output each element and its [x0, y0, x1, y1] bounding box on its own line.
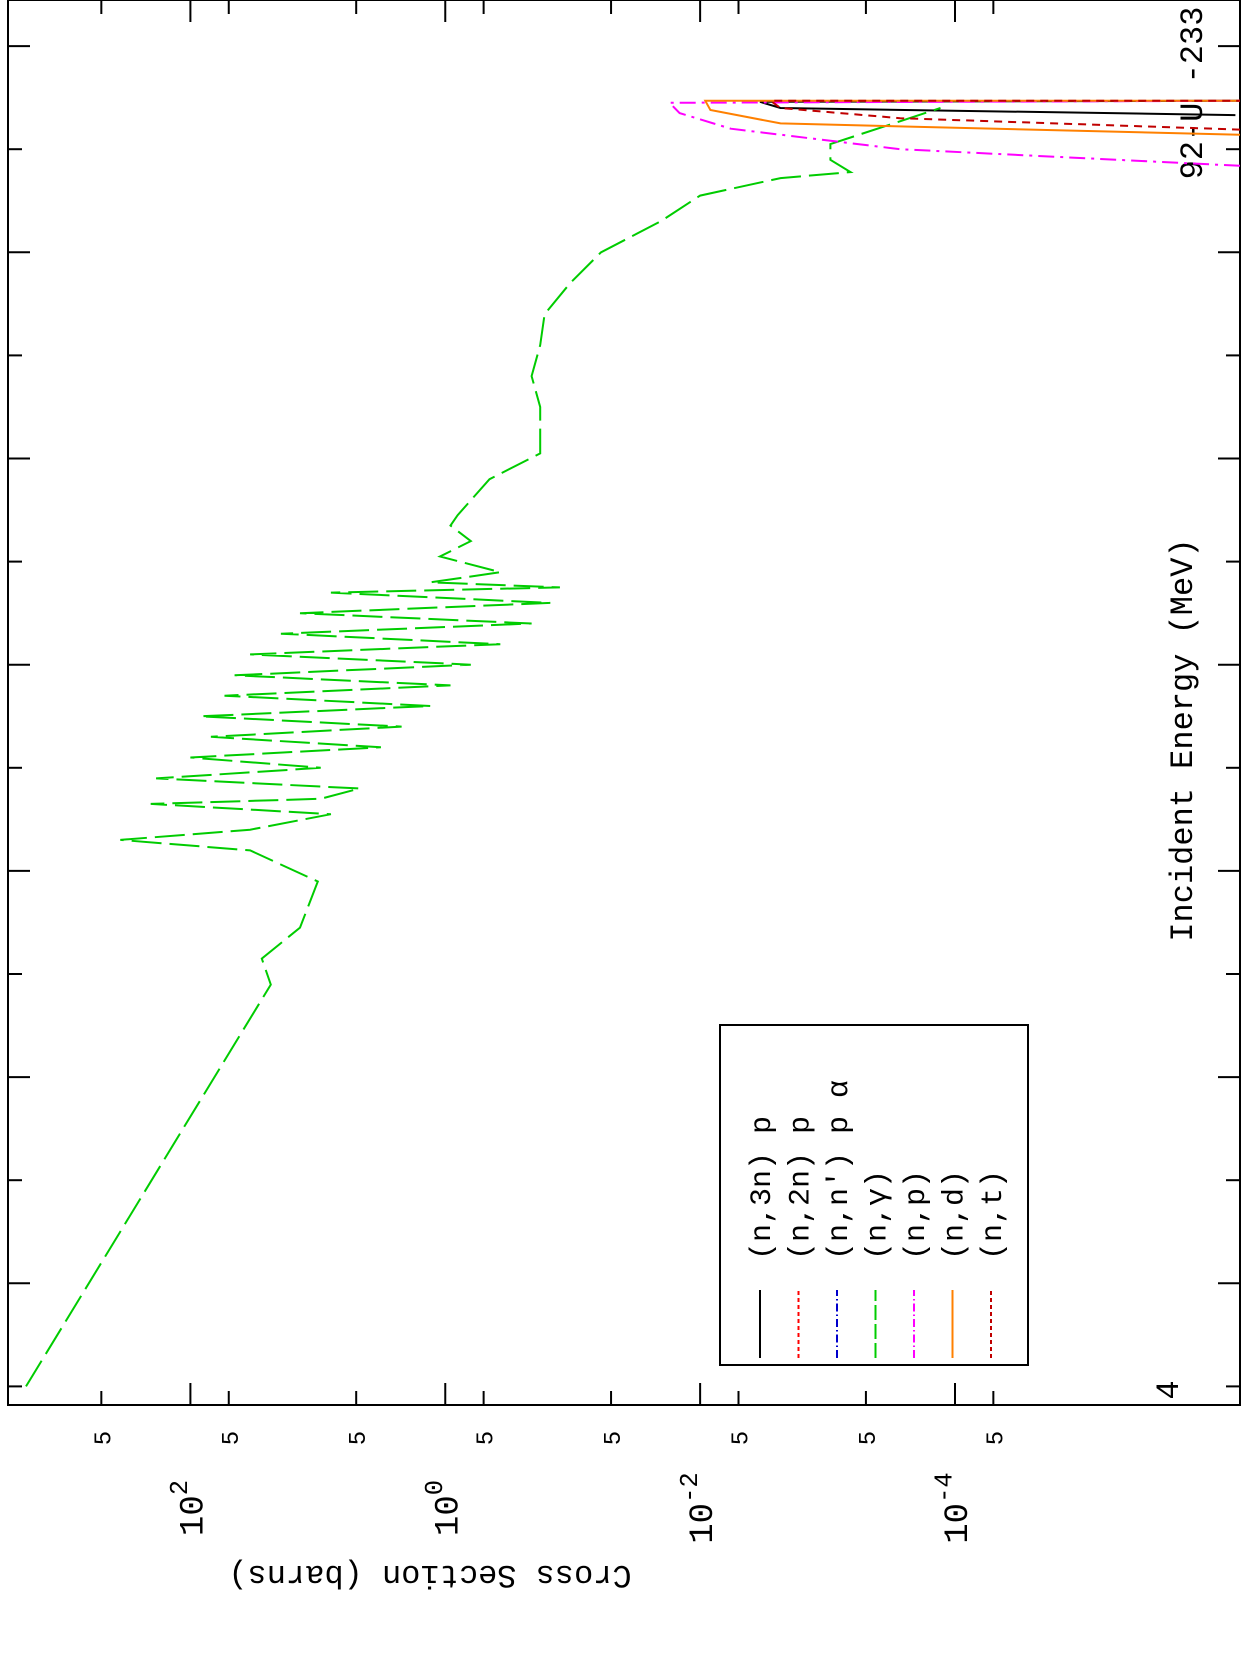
legend-label: (n,t)	[977, 1170, 1011, 1260]
series-line	[703, 99, 1241, 136]
series-line	[667, 99, 1241, 167]
legend-label: (n,2n) p	[785, 1116, 819, 1260]
y-minor-label: 5	[91, 1431, 118, 1445]
tick-label: 10-4	[931, 1472, 978, 1543]
legend-label: (n,n') p α	[823, 1080, 857, 1260]
y-minor-label: 5	[474, 1431, 501, 1445]
tick-label: 102	[166, 1480, 213, 1536]
tick-exponent: -2	[676, 1472, 705, 1503]
y-axis-label: Cross Section (barns)	[228, 1556, 631, 1593]
y-minor-label: 5	[728, 1431, 755, 1445]
legend-box	[719, 1024, 1029, 1366]
series-line	[25, 107, 941, 1387]
tick-exponent: 2	[166, 1480, 195, 1495]
y-minor-label: 5	[856, 1431, 883, 1445]
rotated-plot: 10-1010-810-610-410-210010210210010-210-…	[7, 0, 1241, 1593]
legend-label: (n,p)	[900, 1170, 934, 1260]
x-axis-label: Incident Energy (MeV)	[1165, 538, 1202, 941]
y-minor-label: 5	[601, 1431, 628, 1445]
tick-exponent: -4	[931, 1472, 960, 1503]
tick-label: 100	[421, 1480, 468, 1536]
tick-label: 10-2	[676, 1472, 723, 1543]
corner-label: 4	[1151, 1380, 1188, 1399]
series-line	[767, 99, 1241, 131]
plot-frame	[7, 0, 1241, 1406]
legend-label: (n,γ)	[862, 1170, 896, 1260]
annotation: 92-U -233	[1175, 7, 1212, 180]
tick-base: 10	[430, 1495, 468, 1536]
tick-base: 10	[175, 1495, 213, 1536]
legend-label: (n,d)	[939, 1170, 973, 1260]
legend-label: (n,3n) p	[746, 1116, 780, 1260]
tick-exponent: 0	[421, 1480, 450, 1495]
y-minor-label: 5	[219, 1431, 246, 1445]
y-minor-label: 5	[346, 1431, 373, 1445]
tick-base: 10	[940, 1503, 978, 1544]
y-minor-label: 5	[983, 1431, 1010, 1445]
tick-base: 10	[685, 1503, 723, 1544]
